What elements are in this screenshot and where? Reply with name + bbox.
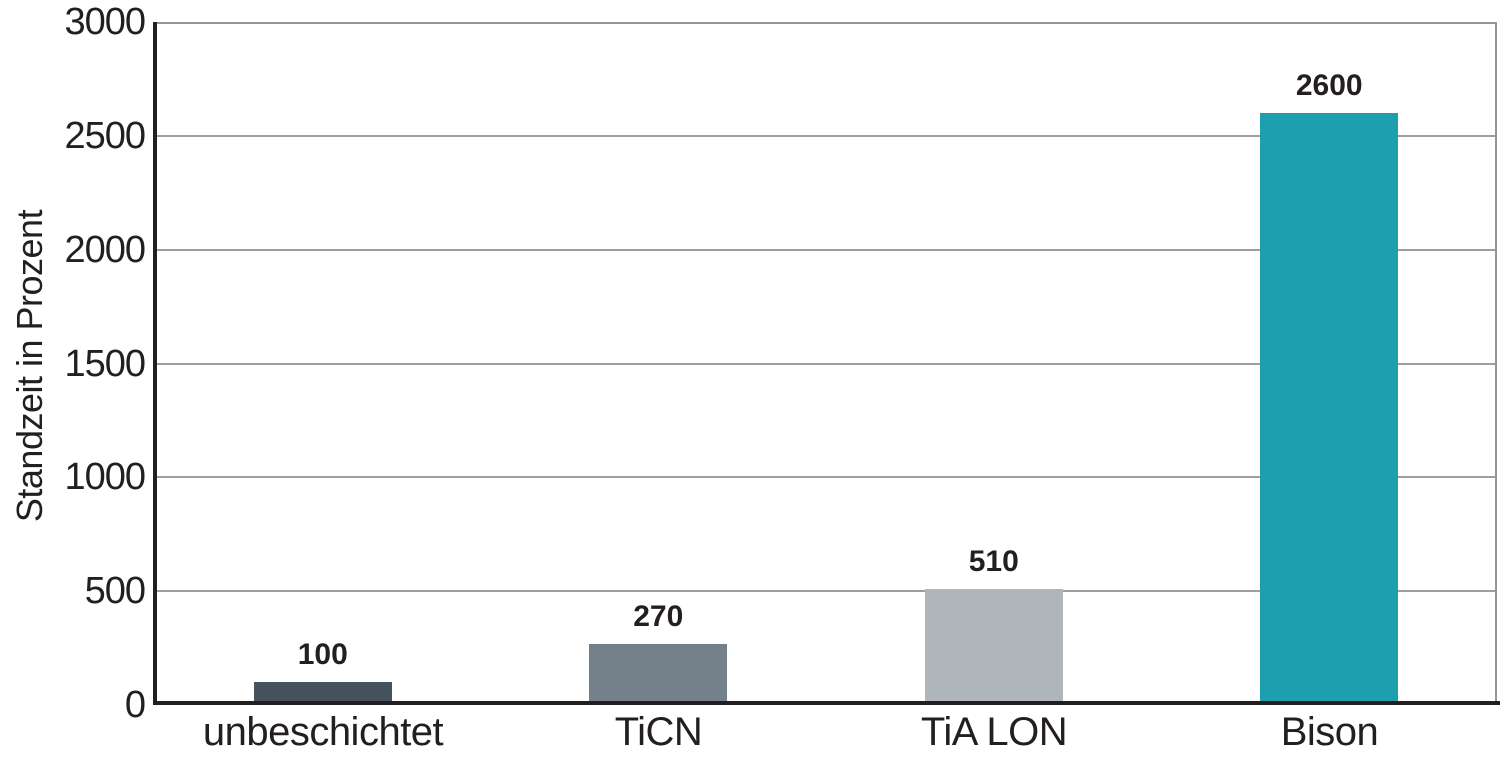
x-category-label: unbeschichtet [202, 710, 444, 754]
gridline [155, 362, 1497, 365]
y-tick-label: 2000 [64, 228, 146, 271]
bar-value-label: 2600 [1295, 69, 1363, 102]
y-tick-label: 1500 [64, 342, 146, 385]
bar-tia-lon [924, 589, 1063, 705]
gridline [155, 134, 1497, 137]
gridline [155, 590, 1497, 593]
y-tick-label: 500 [84, 570, 146, 613]
x-category-label: TiCN [614, 710, 703, 754]
bar-bison [1260, 113, 1399, 705]
x-category-label: Bison [1280, 710, 1379, 754]
plot-area: 100 270 510 2600 [155, 22, 1497, 705]
y-tick-label: 2500 [64, 114, 146, 157]
gridline [155, 476, 1497, 479]
gridline [155, 248, 1497, 251]
bar-value-label: 270 [633, 600, 684, 633]
bar-value-label: 510 [968, 545, 1019, 578]
bar-unbeschichtet [253, 682, 392, 705]
y-tick-label: 0 [124, 684, 146, 726]
x-axis-line [153, 701, 1500, 705]
y-axis-line [153, 22, 157, 705]
y-tick-label: 1000 [64, 456, 146, 499]
bar-ticn [589, 644, 728, 705]
y-tick-label: 3000 [64, 1, 146, 43]
plot-border-top [155, 22, 1497, 24]
x-category-label: TiA LON [920, 710, 1068, 754]
plot-border-right [1495, 22, 1497, 705]
bar-value-label: 100 [297, 638, 348, 671]
